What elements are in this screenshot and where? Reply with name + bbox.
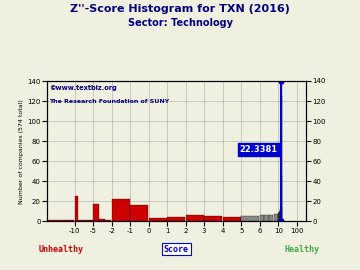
Bar <box>19 220 37 221</box>
Text: Unhealthy: Unhealthy <box>39 245 84 254</box>
Y-axis label: Number of companies (574 total): Number of companies (574 total) <box>19 99 24 204</box>
Bar <box>105 220 111 221</box>
Bar <box>204 216 222 221</box>
Bar <box>89 220 93 221</box>
Bar <box>274 214 278 221</box>
Bar <box>86 220 89 221</box>
Bar <box>56 220 74 221</box>
Bar <box>93 204 99 221</box>
Bar <box>241 216 259 221</box>
Bar <box>130 205 148 221</box>
Bar <box>264 215 269 221</box>
Bar <box>75 196 78 221</box>
Text: Healthy: Healthy <box>285 245 320 254</box>
Text: Z''-Score Histogram for TXN (2016): Z''-Score Histogram for TXN (2016) <box>70 4 290 14</box>
Bar <box>260 215 264 221</box>
Bar <box>223 217 240 221</box>
Text: Score: Score <box>164 245 189 254</box>
Bar <box>149 218 167 221</box>
Bar <box>82 220 86 221</box>
Bar <box>99 220 105 221</box>
Bar <box>112 199 130 221</box>
Bar <box>78 220 82 221</box>
Bar <box>37 220 55 221</box>
Bar <box>269 215 274 221</box>
Text: The Research Foundation of SUNY: The Research Foundation of SUNY <box>49 99 170 104</box>
Text: Sector: Technology: Sector: Technology <box>127 18 233 28</box>
Bar <box>167 217 185 221</box>
Bar <box>186 215 204 221</box>
Text: ©www.textbiz.org: ©www.textbiz.org <box>49 85 117 91</box>
Text: 22.3381: 22.3381 <box>240 145 278 154</box>
